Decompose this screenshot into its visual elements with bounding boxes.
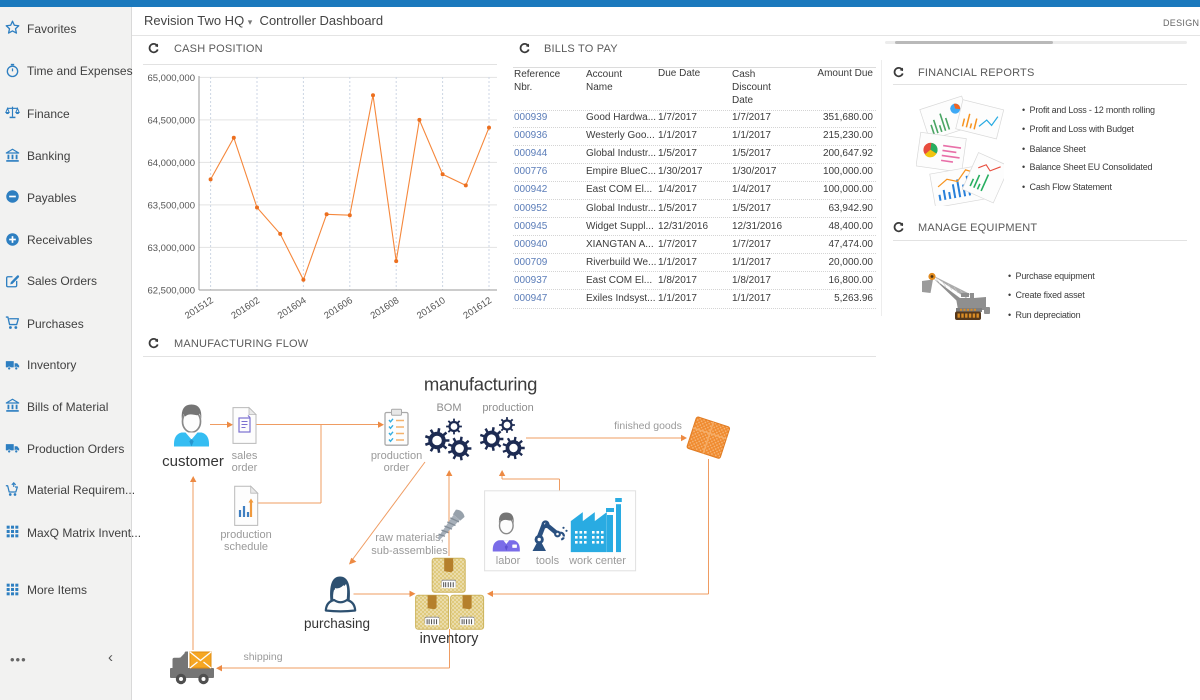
svg-text:201604: 201604 bbox=[276, 295, 309, 321]
svg-text:order: order bbox=[232, 462, 258, 474]
svg-text:labor: labor bbox=[496, 555, 521, 567]
svg-text:schedule: schedule bbox=[224, 541, 268, 553]
svg-text:63,000,000: 63,000,000 bbox=[147, 243, 195, 254]
svg-text:65,000,000: 65,000,000 bbox=[147, 73, 195, 84]
svg-text:finished goods: finished goods bbox=[614, 420, 682, 432]
svg-text:raw materials,: raw materials, bbox=[375, 532, 443, 544]
svg-text:201602: 201602 bbox=[229, 295, 262, 321]
svg-text:sales: sales bbox=[232, 450, 258, 462]
svg-text:62,500,000: 62,500,000 bbox=[147, 286, 195, 297]
svg-text:order: order bbox=[384, 462, 410, 474]
svg-text:sub-assemblies: sub-assemblies bbox=[371, 545, 448, 557]
svg-text:63,500,000: 63,500,000 bbox=[147, 201, 195, 212]
svg-text:production: production bbox=[220, 529, 271, 541]
svg-text:tools: tools bbox=[536, 555, 560, 567]
svg-text:manufacturing: manufacturing bbox=[424, 374, 537, 395]
svg-text:201610: 201610 bbox=[415, 295, 448, 321]
svg-text:201606: 201606 bbox=[322, 295, 355, 321]
svg-text:production: production bbox=[371, 450, 422, 462]
svg-text:inventory: inventory bbox=[420, 631, 480, 647]
svg-text:201608: 201608 bbox=[369, 295, 402, 321]
svg-text:BOM: BOM bbox=[436, 402, 461, 414]
svg-text:64,000,000: 64,000,000 bbox=[147, 158, 195, 169]
svg-text:64,500,000: 64,500,000 bbox=[147, 116, 195, 127]
svg-text:purchasing: purchasing bbox=[304, 616, 370, 631]
svg-text:production: production bbox=[482, 402, 533, 414]
svg-text:shipping: shipping bbox=[243, 651, 282, 663]
svg-text:work center: work center bbox=[568, 555, 626, 567]
svg-text:201612: 201612 bbox=[461, 295, 494, 321]
svg-text:201512: 201512 bbox=[183, 295, 216, 321]
svg-text:customer: customer bbox=[162, 453, 224, 470]
